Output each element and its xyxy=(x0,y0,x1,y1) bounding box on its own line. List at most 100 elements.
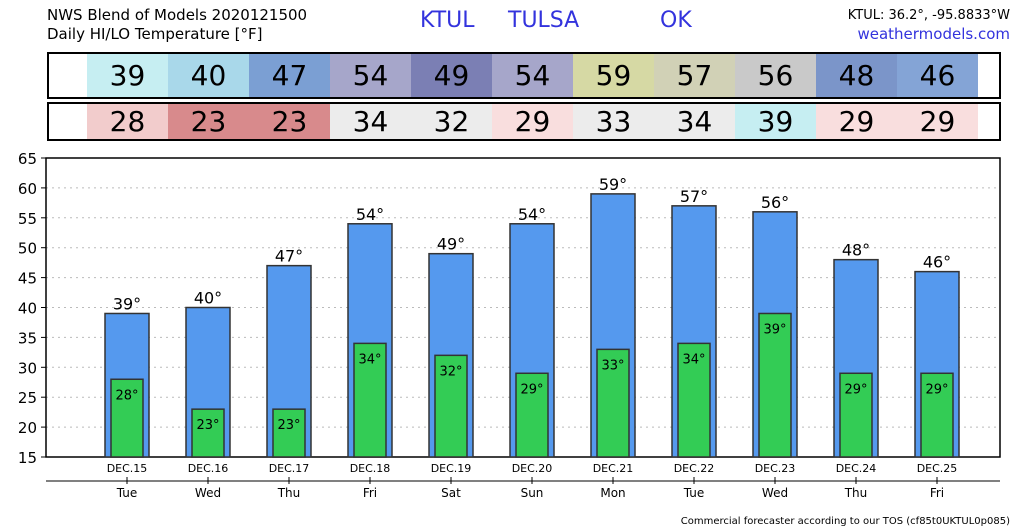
y-tick-label: 55 xyxy=(18,210,37,228)
hi-data-label: 49° xyxy=(437,235,465,254)
hi-cell: 56 xyxy=(735,54,816,97)
hi-data-label: 54° xyxy=(518,205,546,224)
hi-cell: 59 xyxy=(573,54,654,97)
lo-cell: 34 xyxy=(330,104,411,139)
lo-bar xyxy=(758,312,792,458)
hi-strip-pad-left xyxy=(49,54,87,97)
lo-data-label: 23° xyxy=(277,418,300,433)
lo-temp-strip: 28 23 23 34 32 29 33 34 39 29 29 xyxy=(47,102,1001,141)
lo-cell: 39 xyxy=(735,104,816,139)
lo-cell: 29 xyxy=(492,104,573,139)
hi-cell: 46 xyxy=(897,54,978,97)
lo-strip-pad-left xyxy=(49,104,87,139)
hi-cell: 47 xyxy=(249,54,330,97)
lo-cell: 33 xyxy=(573,104,654,139)
hi-cell: 40 xyxy=(168,54,249,97)
hi-cell: 48 xyxy=(816,54,897,97)
hi-strip-pad-right xyxy=(978,54,1016,97)
hi-data-label: 59° xyxy=(599,175,627,194)
x-day-label: Tue xyxy=(116,486,138,500)
lo-bar xyxy=(839,372,873,458)
lo-bar xyxy=(434,354,468,458)
lo-data-label: 29° xyxy=(520,382,543,397)
hi-data-label: 56° xyxy=(761,193,789,212)
lo-bar xyxy=(596,348,630,458)
x-date-label: DEC.21 xyxy=(593,462,634,475)
lo-bar xyxy=(110,378,144,458)
lo-cell: 23 xyxy=(249,104,330,139)
x-day-label: Thu xyxy=(277,486,301,500)
lo-data-label: 33° xyxy=(601,358,624,373)
city-name: TULSA xyxy=(508,8,580,33)
x-date-label: DEC.15 xyxy=(107,462,148,475)
x-day-label: Fri xyxy=(363,486,377,500)
lo-cell: 29 xyxy=(897,104,978,139)
hi-cell: 54 xyxy=(330,54,411,97)
x-date-label: DEC.20 xyxy=(512,462,553,475)
x-day-label: Wed xyxy=(195,486,221,500)
y-tick-label: 50 xyxy=(18,240,37,258)
y-tick-label: 45 xyxy=(18,270,37,288)
lo-cell: 23 xyxy=(168,104,249,139)
model-run-title: NWS Blend of Models 2020121500 xyxy=(47,6,308,24)
hi-cell: 54 xyxy=(492,54,573,97)
x-date-label: DEC.16 xyxy=(188,462,229,475)
station-info: KTUL: 36.2°, -95.8833°W weathermodels.co… xyxy=(848,6,1010,44)
lo-cell: 28 xyxy=(87,104,168,139)
x-date-label: DEC.17 xyxy=(269,462,310,475)
lo-data-label: 34° xyxy=(358,352,381,367)
y-tick-label: 20 xyxy=(18,419,37,437)
lo-cell: 29 xyxy=(816,104,897,139)
hi-data-label: 47° xyxy=(275,247,303,266)
y-tick-label: 15 xyxy=(18,449,37,467)
site-link[interactable]: weathermodels.com xyxy=(857,25,1010,43)
hi-data-label: 40° xyxy=(194,289,222,308)
x-day-label: Thu xyxy=(844,486,868,500)
lo-data-label: 23° xyxy=(196,418,219,433)
y-tick-label: 60 xyxy=(18,180,37,198)
x-day-label: Sat xyxy=(441,486,461,500)
hi-data-label: 57° xyxy=(680,187,708,206)
hi-data-label: 46° xyxy=(923,253,951,272)
lo-data-label: 28° xyxy=(115,388,138,403)
hi-cell: 49 xyxy=(411,54,492,97)
lo-cell: 32 xyxy=(411,104,492,139)
x-date-label: DEC.18 xyxy=(350,462,391,475)
y-tick-label: 30 xyxy=(18,359,37,377)
lo-bar xyxy=(191,408,225,458)
lo-bar xyxy=(677,342,711,458)
x-date-label: DEC.19 xyxy=(431,462,472,475)
station-coords: KTUL: 36.2°, -95.8833°W xyxy=(847,8,1010,23)
x-day-label: Wed xyxy=(762,486,788,500)
x-date-label: DEC.22 xyxy=(674,462,715,475)
lo-data-label: 29° xyxy=(844,382,867,397)
lo-data-label: 29° xyxy=(925,382,948,397)
hi-data-label: 48° xyxy=(842,241,870,260)
lo-strip-pad-right xyxy=(978,104,1016,139)
x-date-label: DEC.25 xyxy=(917,462,958,475)
x-day-label: Sun xyxy=(521,486,544,500)
chart-title: Daily HI/LO Temperature [°F] xyxy=(47,25,263,43)
temperature-chart: 15 20 25 30 35 40 45 50 55 60 65 39° 28° DEC.15 Tue 40°… xyxy=(18,150,1001,500)
hi-temp-strip: 39 40 47 54 49 54 59 57 56 48 46 xyxy=(47,52,1001,99)
x-day-label: Mon xyxy=(600,486,625,500)
station-id: KTUL xyxy=(420,8,475,33)
lo-data-label: 32° xyxy=(439,364,462,379)
hi-data-label: 39° xyxy=(113,294,141,313)
state-name: OK xyxy=(660,8,692,33)
y-tick-label: 40 xyxy=(18,300,37,318)
x-date-label: DEC.24 xyxy=(836,462,877,475)
lo-data-label: 39° xyxy=(763,322,786,337)
lo-bar xyxy=(272,408,306,458)
y-tick-label: 65 xyxy=(18,150,37,168)
lo-bar xyxy=(353,342,387,458)
x-day-label: Fri xyxy=(930,486,944,500)
footer-note: Commercial forecaster according to our T… xyxy=(680,516,1010,527)
chart-title-block: NWS Blend of Models 2020121500 Daily HI/… xyxy=(47,6,307,44)
y-tick-label: 35 xyxy=(18,329,37,347)
hi-cell: 57 xyxy=(654,54,735,97)
lo-data-label: 34° xyxy=(682,352,705,367)
x-day-label: Tue xyxy=(683,486,705,500)
x-date-label: DEC.23 xyxy=(755,462,796,475)
y-tick-label: 25 xyxy=(18,389,37,407)
